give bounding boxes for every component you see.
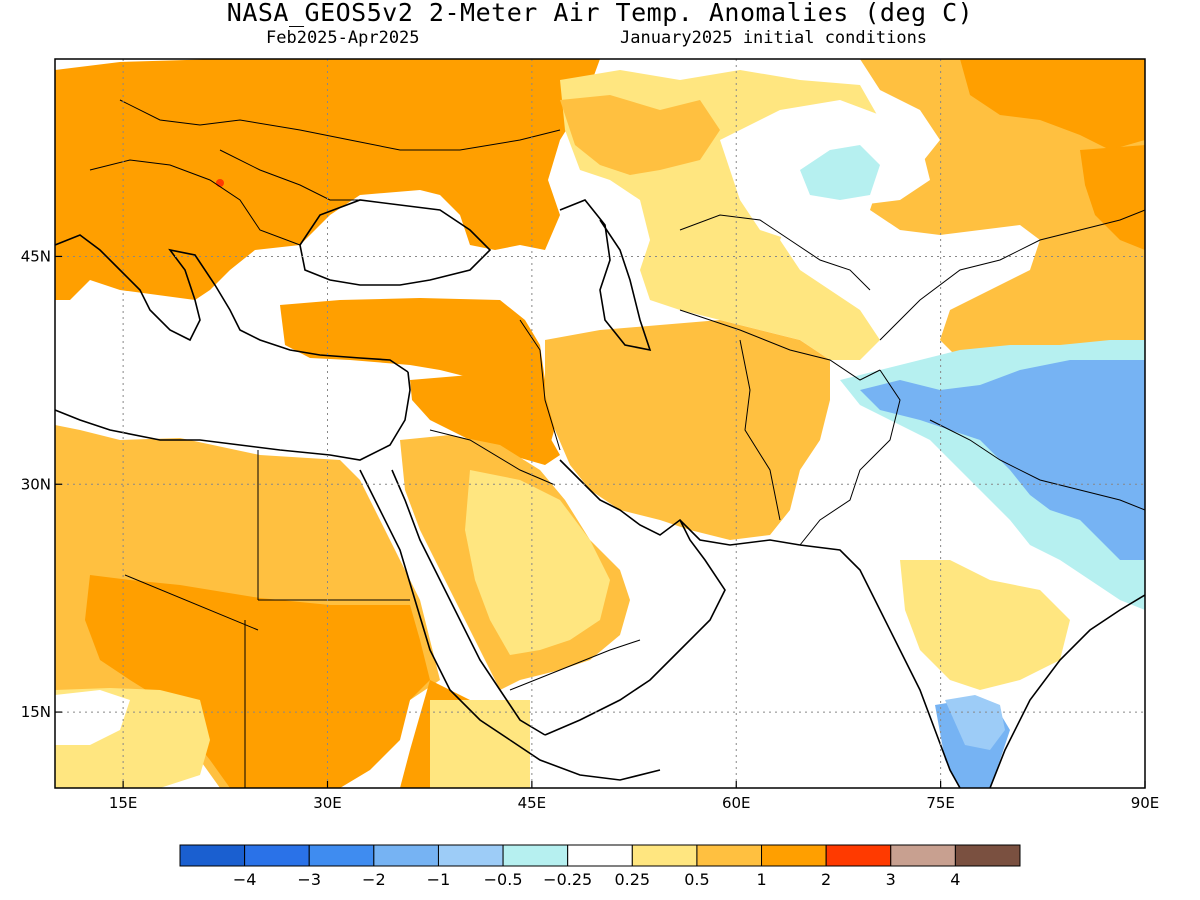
anomaly-region-africa-strong-warm [85, 575, 430, 788]
gridlines [55, 59, 1145, 788]
anomaly-hot-spot [216, 179, 224, 187]
colorbar-swatch [890, 844, 956, 867]
colorbar-label: 1 [756, 870, 766, 889]
border-saudi-yemen [509, 639, 641, 691]
coastline-mediterranean-north [55, 234, 409, 373]
colorbar-label: −2 [362, 870, 386, 889]
colorbar-swatch [696, 844, 763, 867]
colorbar-label: −4 [233, 870, 257, 889]
colorbar-swatch [502, 844, 569, 867]
colorbar-swatch [761, 844, 827, 867]
border-iran-east [739, 339, 781, 521]
lon-tick-label: 75E [926, 794, 955, 812]
border-europe-1 [89, 159, 301, 246]
colorbar-label: −3 [297, 870, 321, 889]
border-afghanistan [679, 309, 881, 381]
border-europe-2 [119, 99, 561, 151]
anomaly-region-siberia-warm [860, 59, 1145, 360]
lon-tick-label: 90E [1131, 794, 1160, 812]
colorbar-swatch [567, 844, 633, 867]
border-saudi-iraq [429, 429, 556, 486]
coastline-black-sea [299, 199, 492, 286]
colorbar-swatch [825, 844, 892, 867]
anomaly-region-iran-warm [545, 320, 830, 540]
anomaly-region-turkey-strong-warm [280, 298, 560, 445]
initial-conditions: January2025 initial conditions [620, 28, 928, 48]
border-ukraine [219, 149, 360, 201]
map-frame [54, 58, 1146, 789]
coastline-arabia-south [544, 519, 726, 736]
map-title: NASA_GEOS5v2 2-Meter Air Temp. Anomalies… [226, 0, 974, 27]
anomaly-region-siberia-strong-warm [960, 59, 1145, 150]
colorbar-swatch [244, 844, 310, 867]
border-kazakhstan [679, 214, 871, 291]
forecast-period: Feb2025-Apr2025 [266, 28, 420, 48]
lon-tick-label: 30E [313, 794, 342, 812]
border-libya-chad [124, 574, 259, 631]
anomaly-region-india-mild [900, 560, 1070, 690]
anomaly-region-arabia-mild [465, 470, 610, 655]
colorbar-label: −1 [427, 870, 451, 889]
border-pakistan-india [799, 369, 901, 546]
anomaly-region-sahel-neutral [55, 690, 130, 745]
border-iran-iraq [519, 319, 561, 451]
colorbar-label: 0.25 [614, 870, 650, 889]
colorbar-swatch [373, 844, 439, 867]
lat-tick-label: 15N [21, 703, 51, 721]
lon-tick-label: 45E [518, 794, 547, 812]
border-himalaya [929, 419, 1145, 511]
colorbar: −4 −3 −2 −1 −0.5 −0.25 0.25 0.5 1 2 3 4 [179, 844, 1021, 889]
colorbar-label: −0.5 [484, 870, 523, 889]
coastline-india-west [799, 544, 961, 788]
anomaly-region-tibet-cold [860, 360, 1145, 560]
anomaly-region-iraq-strong-warm [410, 375, 560, 465]
coastline-india-east [989, 594, 1145, 788]
colorbar-swatch [308, 844, 375, 867]
colorbar-label: 0.5 [684, 870, 709, 889]
anomaly-fields [55, 59, 1145, 788]
colorbar-label: 3 [886, 870, 896, 889]
colorbar-swatch [954, 844, 1021, 867]
colorbar-swatch [631, 844, 698, 867]
longitude-axis: 15E 30E 45E 60E 75E 90E [109, 781, 1159, 812]
anomaly-region-kazakhstan-cool [800, 145, 880, 200]
country-borders [89, 99, 1145, 788]
colorbar-label: 2 [821, 870, 831, 889]
anomaly-region-east-africa-mild [430, 700, 530, 788]
colorbar-label: 4 [950, 870, 960, 889]
latitude-axis: 45N 30N 15N [21, 247, 62, 721]
lat-tick-label: 30N [21, 475, 51, 493]
border-china [879, 209, 1145, 341]
lat-tick-label: 45N [21, 247, 51, 265]
coastline-red-sea-west [359, 469, 511, 741]
lon-tick-label: 15E [109, 794, 138, 812]
lon-tick-label: 60E [722, 794, 751, 812]
coastline-horn-of-africa [509, 739, 661, 781]
coastline-north-africa [55, 371, 411, 461]
colorbar-label: −0.25 [543, 870, 592, 889]
coastlines [55, 199, 1145, 788]
anomaly-region-manchuria-strong-warm [1080, 145, 1145, 250]
coastline-red-sea-east [391, 469, 546, 736]
colorbar-swatch [437, 844, 504, 867]
anomaly-region-south-india-cool [945, 695, 1005, 750]
colorbar-swatch [179, 844, 246, 867]
coastline-caspian-sea [559, 199, 652, 352]
coastline-persian-gulf [559, 459, 801, 546]
anomaly-region-kazakhstan-warm [560, 95, 720, 175]
